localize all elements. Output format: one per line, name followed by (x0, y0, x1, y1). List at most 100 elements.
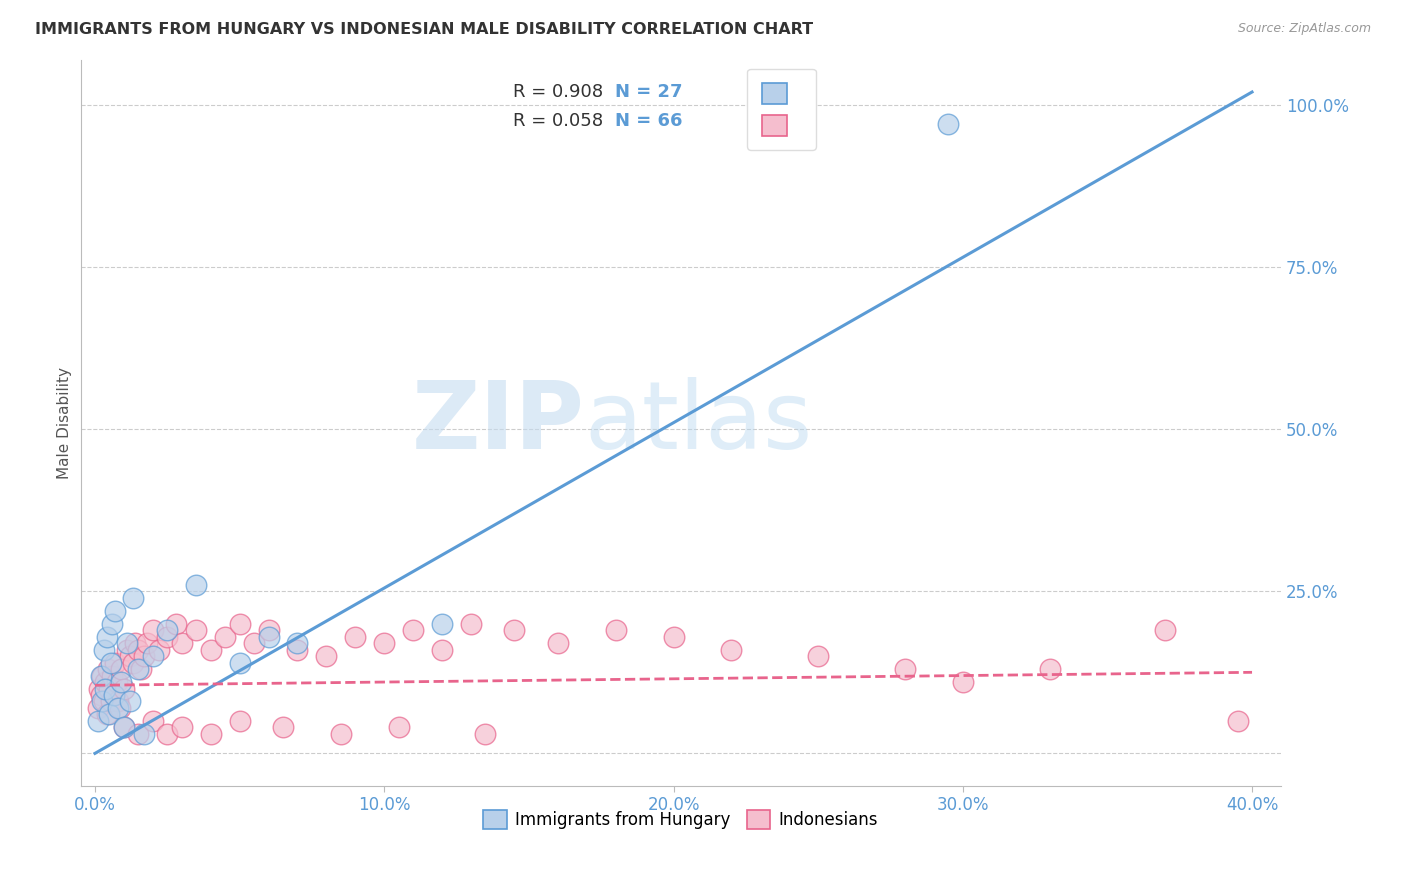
Point (952, 675, 974, 690)
Point (430, 616, 453, 631)
Point (430, 642, 453, 657)
Point (96, 707, 118, 722)
Point (100, 656, 122, 670)
Legend: Immigrants from Hungary, Indonesians: Immigrants from Hungary, Indonesians (477, 803, 884, 836)
Point (170, 721, 193, 735)
Point (134, 727, 156, 741)
Point (87, 714, 110, 728)
Point (101, 616, 124, 631)
Point (112, 681, 135, 696)
Text: Source: ZipAtlas.com: Source: ZipAtlas.com (1237, 22, 1371, 36)
Point (115, 642, 138, 657)
Point (894, 662, 917, 676)
Point (98, 707, 121, 722)
Text: N = 66: N = 66 (614, 112, 682, 130)
Text: R = 0.058: R = 0.058 (513, 112, 603, 130)
Point (124, 636, 146, 650)
Point (228, 714, 250, 728)
Point (503, 623, 526, 637)
Point (373, 636, 395, 650)
Point (662, 630, 685, 644)
Point (118, 694, 141, 708)
Point (134, 649, 156, 664)
Point (98, 681, 121, 696)
Point (121, 656, 143, 670)
Y-axis label: Male Disability: Male Disability (58, 367, 72, 479)
Point (103, 688, 125, 702)
Point (156, 630, 179, 644)
Point (257, 623, 280, 637)
Text: N = 27: N = 27 (614, 83, 682, 102)
Point (97, 662, 120, 676)
Point (271, 721, 294, 735)
Point (287, 642, 309, 657)
Point (142, 714, 165, 728)
Text: R = 0.908: R = 0.908 (513, 83, 603, 102)
Point (107, 694, 129, 708)
Point (200, 642, 222, 657)
Point (89, 681, 111, 696)
Point (170, 636, 193, 650)
Point (720, 642, 742, 657)
Point (329, 727, 352, 741)
Point (104, 656, 127, 670)
Point (118, 649, 141, 664)
Point (228, 616, 250, 631)
Point (228, 656, 250, 670)
Point (90, 688, 112, 702)
Point (165, 616, 187, 631)
Point (101, 668, 124, 682)
Point (156, 727, 179, 741)
Point (127, 662, 149, 676)
Point (103, 688, 125, 702)
Point (1154, 623, 1177, 637)
Text: atlas: atlas (585, 376, 813, 468)
Point (936, 118, 959, 132)
Text: ZIP: ZIP (412, 376, 585, 468)
Point (94, 681, 117, 696)
Point (214, 630, 236, 644)
Point (287, 636, 309, 650)
Point (91, 694, 114, 708)
Point (243, 636, 266, 650)
Point (605, 623, 627, 637)
Text: IMMIGRANTS FROM HUNGARY VS INDONESIAN MALE DISABILITY CORRELATION CHART: IMMIGRANTS FROM HUNGARY VS INDONESIAN MA… (35, 22, 813, 37)
Point (90, 668, 112, 682)
Point (112, 721, 135, 735)
Point (110, 662, 132, 676)
Point (1226, 714, 1249, 728)
Point (127, 727, 149, 741)
Point (93, 694, 115, 708)
Point (115, 636, 138, 650)
Point (105, 675, 128, 690)
Point (186, 623, 208, 637)
Point (107, 701, 129, 715)
Point (807, 649, 830, 664)
Point (1038, 662, 1060, 676)
Point (142, 649, 165, 664)
Point (474, 727, 496, 741)
Point (315, 649, 337, 664)
Point (121, 591, 143, 605)
Point (460, 616, 482, 631)
Point (96, 630, 118, 644)
Point (104, 604, 127, 618)
Point (148, 642, 170, 657)
Point (110, 675, 132, 690)
Point (186, 578, 208, 592)
Point (129, 662, 152, 676)
Point (257, 630, 280, 644)
Point (142, 623, 165, 637)
Point (108, 701, 131, 715)
Point (344, 630, 367, 644)
Point (402, 623, 425, 637)
Point (547, 636, 569, 650)
Point (87, 701, 110, 715)
Point (93, 642, 115, 657)
Point (200, 727, 222, 741)
Point (94, 675, 117, 690)
Point (127, 642, 149, 657)
Point (100, 694, 122, 708)
Point (91, 668, 114, 682)
Point (388, 721, 411, 735)
